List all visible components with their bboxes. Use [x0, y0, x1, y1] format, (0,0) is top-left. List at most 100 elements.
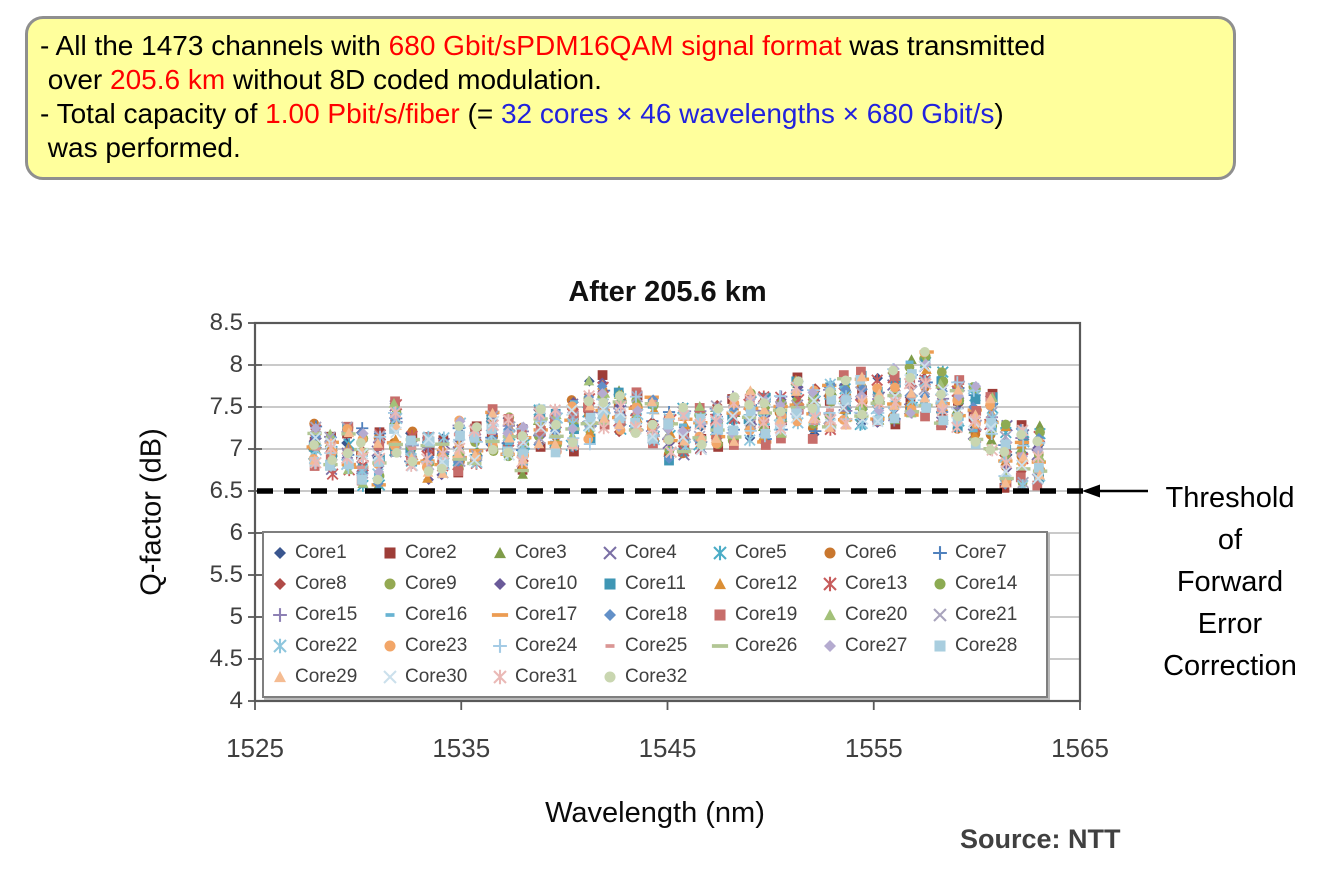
legend-item-core1: Core1 [270, 542, 380, 564]
legend-item-core22: Core22 [270, 635, 380, 657]
y-tick-label: 5 [229, 603, 243, 630]
marker-square [920, 411, 930, 422]
legend-marker-dash-icon [605, 643, 615, 648]
legend-item-core18: Core18 [600, 604, 710, 626]
marker-diamond [632, 405, 644, 416]
marker-triangle [969, 429, 981, 440]
legend-label: Core7 [955, 541, 1007, 563]
threshold-annotation-line: Error [1197, 608, 1263, 640]
marker-triangle [694, 401, 706, 411]
marker-diamond [358, 428, 369, 439]
marker-diamond [807, 387, 819, 398]
info-text-segment: 680 Gbit/sPDM16QAM signal format [388, 30, 842, 61]
marker-plus [273, 607, 287, 622]
marker-triangle [919, 392, 931, 403]
marker-diamond [373, 466, 385, 478]
legend-label: Core22 [295, 634, 358, 656]
legend-item-core20: Core20 [820, 604, 930, 626]
marker-square [921, 403, 932, 413]
legend-marker-triangle-icon [274, 670, 286, 682]
info-text-segment: 1.00 Pbit/s/fiber [265, 98, 460, 129]
source-label: Source: NTT [960, 824, 1121, 854]
marker-x [933, 607, 947, 622]
legend-marker-diamond-icon [494, 577, 506, 590]
marker-diamond [604, 608, 616, 621]
legend-label: Core8 [295, 572, 347, 594]
marker-circle [454, 421, 464, 431]
marker-triangle [598, 413, 610, 423]
legend-marker-triangle-icon [494, 546, 506, 558]
legend-label: Core9 [405, 572, 457, 594]
x-tick-label: 1555 [844, 733, 903, 763]
y-tick-label: 7 [229, 435, 243, 462]
marker-asterisk [487, 418, 500, 432]
marker-diamond [677, 425, 689, 437]
marker-asterisk [357, 450, 370, 464]
x-axis-title: Wavelength (nm) [545, 797, 765, 829]
marker-circle [874, 394, 884, 405]
marker-circle [857, 409, 867, 420]
marker-triangle [807, 393, 819, 404]
marker-triangle [494, 546, 506, 558]
marker-circle [503, 447, 514, 458]
marker-circle [384, 639, 396, 652]
legend-marker-triangle-icon [714, 577, 726, 589]
marker-triangle [391, 420, 402, 430]
arrow-left-icon [1082, 484, 1100, 498]
marker-circle [1032, 436, 1043, 447]
marker-plus [773, 389, 787, 403]
legend-marker-circle-icon [824, 546, 836, 559]
y-tick-label: 8 [229, 351, 243, 378]
marker-x [533, 432, 546, 445]
legend-marker-plus-icon [273, 607, 287, 622]
marker-triangle [758, 404, 770, 414]
legend-item-core10: Core10 [490, 573, 600, 595]
marker-square [597, 409, 608, 420]
legend-label: Core16 [405, 603, 468, 625]
marker-circle [936, 367, 947, 377]
threshold-annotation-line: Correction [1163, 650, 1297, 682]
marker-square [406, 435, 416, 446]
marker-triangle [452, 448, 464, 458]
marker-square [938, 415, 949, 426]
marker-circle [696, 439, 707, 450]
info-text-segment: - Total capacity of [40, 98, 266, 129]
marker-asterisk [515, 455, 528, 469]
marker-square [357, 474, 367, 485]
marker-square [841, 395, 851, 405]
marker-x [984, 422, 997, 435]
legend-marker-circle-icon [934, 577, 946, 590]
legend-label: Core19 [735, 603, 798, 625]
info-text-segment: (= [459, 98, 501, 129]
legend-label: Core13 [845, 572, 908, 594]
marker-triangle [664, 408, 676, 419]
info-text-segment: over [40, 64, 111, 95]
legend-marker-x-icon [383, 669, 397, 684]
legend-label: Core25 [625, 634, 688, 656]
legend-label: Core21 [955, 603, 1018, 625]
info-line: - All the 1473 channels with 680 Gbit/sP… [40, 29, 1221, 63]
marker-circle [775, 406, 786, 417]
marker-asterisk [1032, 450, 1045, 464]
legend-marker-x-icon [933, 607, 947, 622]
marker-square [838, 370, 849, 380]
marker-triangle [728, 436, 740, 446]
legend-item-core6: Core6 [820, 542, 930, 564]
marker-circle [647, 419, 658, 430]
marker-square [714, 608, 726, 621]
marker-triangle [549, 438, 561, 449]
legend-marker-square-icon [934, 639, 946, 652]
marker-square [604, 577, 616, 590]
marker-square [384, 546, 396, 559]
legend-marker-square-icon [384, 546, 396, 559]
marker-square [807, 434, 818, 444]
legend-item-core32: Core32 [600, 666, 710, 688]
marker-triangle [274, 670, 286, 682]
marker-x [422, 433, 435, 446]
marker-plus [744, 424, 757, 437]
marker-asterisk [824, 413, 837, 427]
legend-label: Core11 [625, 572, 686, 594]
legend-item-core17: Core17 [490, 604, 600, 626]
marker-circle [384, 577, 396, 590]
marker-triangle [696, 431, 707, 442]
